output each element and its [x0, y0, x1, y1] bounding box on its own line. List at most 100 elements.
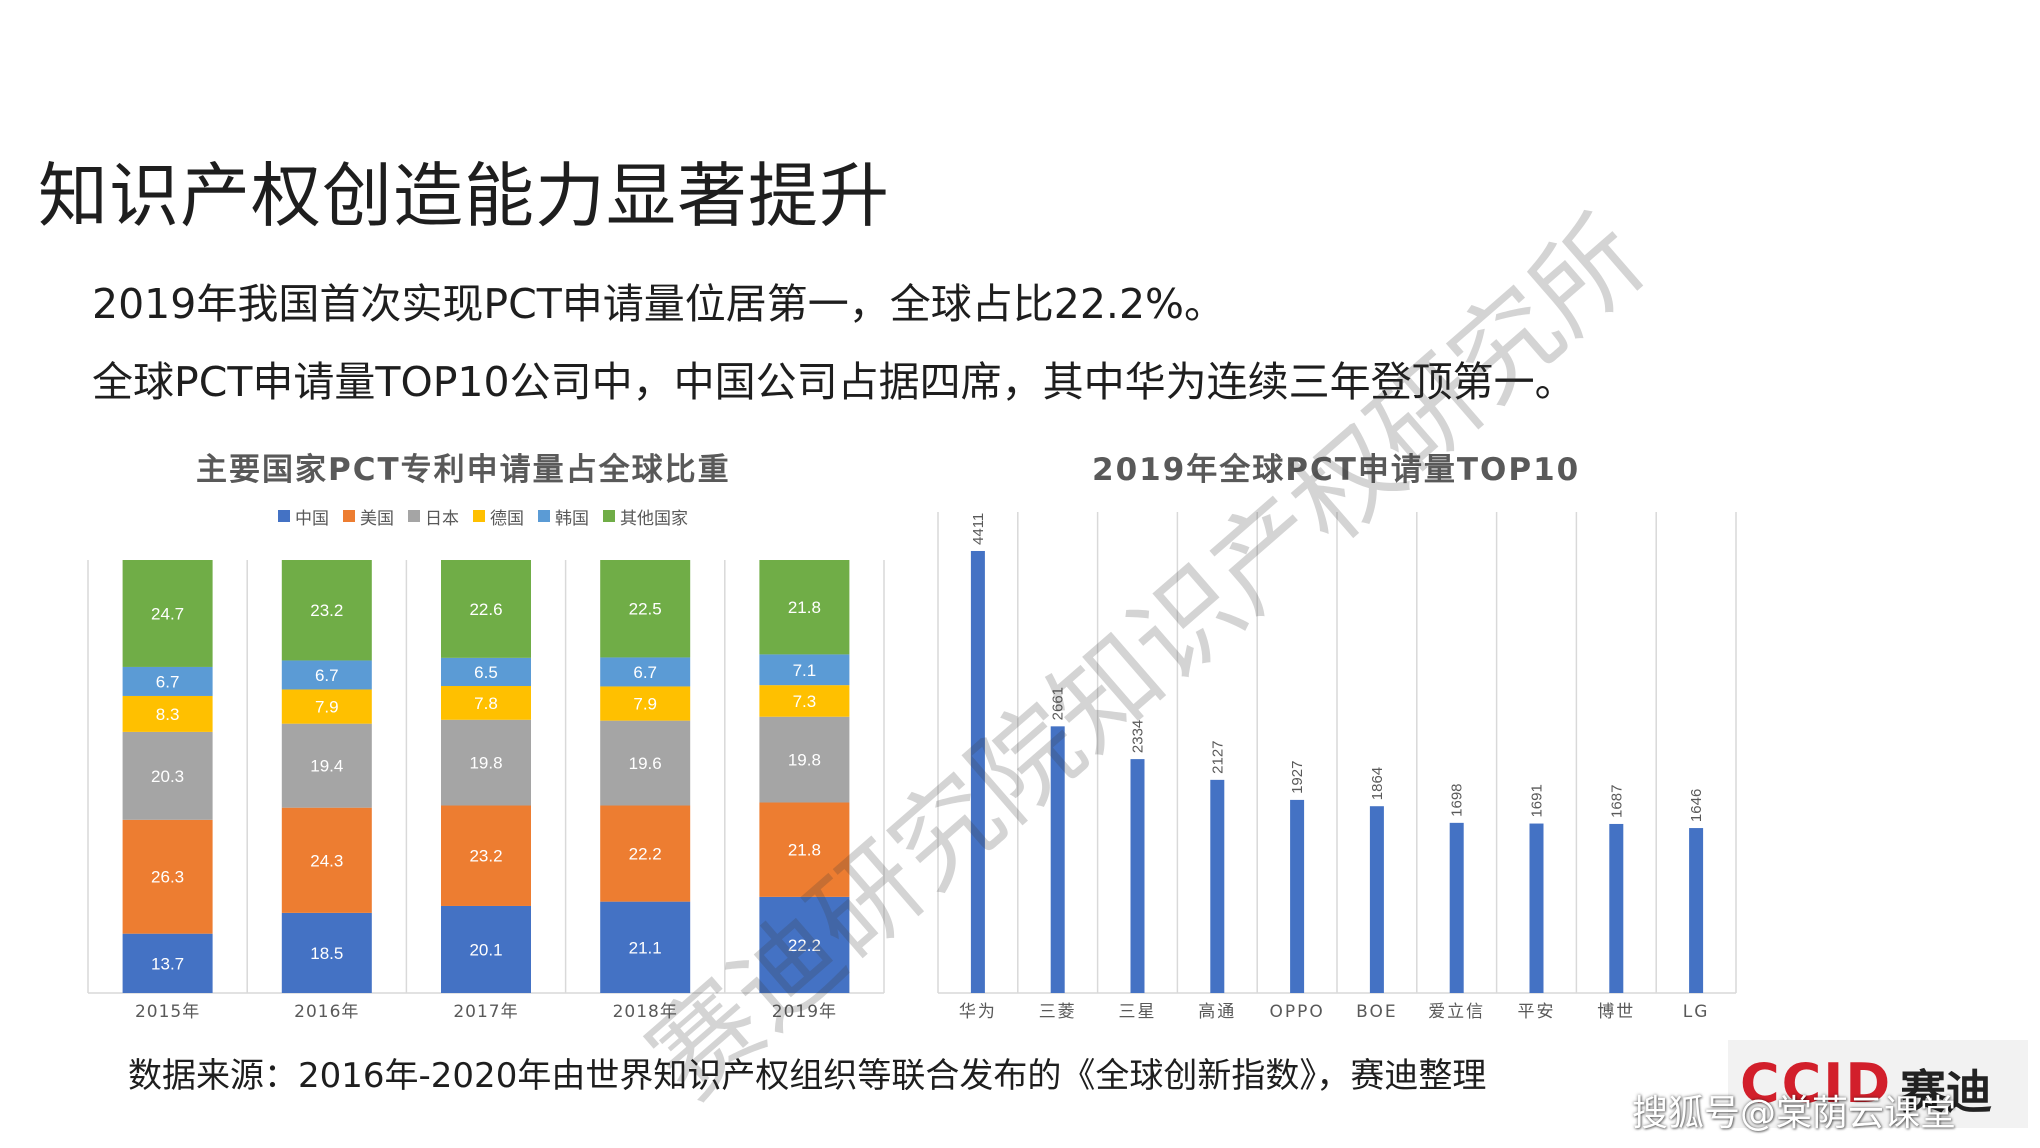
legend-item-others: 其他国家: [603, 504, 688, 529]
stacked-data-label: 8.3: [156, 705, 180, 724]
top10-x-tick-label: BOE: [1356, 1002, 1398, 1022]
legend-item-germany: 德国: [473, 504, 524, 529]
legend-label-china: 中国: [295, 508, 329, 529]
stacked-bar-segment: [441, 719, 531, 806]
stacked-data-label: 6.7: [156, 672, 180, 691]
stacked-data-label: 21.1: [629, 938, 662, 957]
top10-bar: [1210, 779, 1225, 993]
top10-bar: [1130, 759, 1145, 993]
stacked-data-label: 22.5: [629, 600, 662, 619]
legend-label-japan: 日本: [425, 508, 459, 529]
legend-swatch-usa: [343, 510, 355, 522]
stacked-data-label: 23.2: [469, 847, 502, 866]
stacked-data-label: 6.5: [474, 663, 498, 682]
stacked-data-label: 7.1: [793, 661, 817, 680]
top10-data-label: 1646: [1688, 789, 1705, 822]
legend-swatch-others: [603, 510, 615, 522]
top10-bar: [1449, 822, 1464, 993]
stacked-x-tick-label: 2016年: [294, 1002, 359, 1022]
stacked-bar-segment: [122, 933, 213, 993]
lead-line-2: 全球PCT申请量TOP10公司中，中国公司占据四席，其中华为连续三年登顶第一。: [92, 358, 1576, 406]
top10-x-tick-label: 博世: [1597, 1002, 1635, 1022]
legend-label-germany: 德国: [490, 508, 524, 529]
stacked-bar-segment: [281, 689, 372, 724]
top10-x-tick-label: 高通: [1198, 1002, 1236, 1022]
stacked-bar-segment: [759, 560, 850, 655]
stacked-bar-segment: [281, 660, 372, 690]
legend-swatch-japan: [408, 510, 420, 522]
stacked-bar-segment: [600, 657, 691, 687]
stacked-bar-segment: [759, 802, 850, 897]
top10-data-label: 1927: [1289, 761, 1306, 794]
data-source-note: 数据来源：2016年-2020年由世界知识产权组织等联合发布的《全球创新指数》，…: [128, 1056, 1487, 1096]
top10-bar: [1689, 828, 1704, 993]
stacked-bar-segment: [122, 560, 213, 667]
stacked-x-tick-label: 2018年: [613, 1002, 678, 1022]
stacked-bar-segment: [122, 731, 213, 820]
stacked-bar-segment: [441, 686, 531, 720]
stacked-data-label: 7.9: [633, 695, 657, 714]
top10-bar: [1050, 726, 1065, 993]
stacked-bar-segment: [281, 807, 372, 913]
stacked-data-label: 24.3: [310, 851, 343, 870]
top10-x-tick-label: OPPO: [1269, 1002, 1324, 1022]
stacked-bar-segment: [441, 805, 531, 906]
stacked-data-label: 6.7: [315, 666, 339, 685]
stacked-data-label: 20.3: [151, 767, 184, 786]
stacked-bar-segment: [122, 666, 213, 696]
top10-chart-title: 2019年全球PCT申请量TOP10: [1092, 452, 1581, 488]
stacked-bar-segment: [759, 654, 850, 686]
legend-label-korea: 韩国: [555, 508, 589, 529]
stacked-data-label: 19.8: [788, 751, 821, 770]
top10-bar: [1529, 823, 1544, 993]
stacked-bar-segment: [281, 912, 372, 993]
stacked-bar-segment: [600, 560, 691, 658]
stacked-bar-segment: [759, 685, 850, 717]
stacked-bar-segment: [122, 819, 213, 934]
stacked-data-label: 7.8: [474, 694, 498, 713]
top10-bar: [1369, 806, 1384, 993]
top10-data-label: 1864: [1369, 767, 1386, 800]
legend-item-japan: 日本: [408, 504, 459, 529]
legend-item-china: 中国: [278, 504, 329, 529]
stacked-bar-segment: [441, 560, 531, 658]
stacked-bar-segment: [281, 560, 372, 661]
top10-bar: [970, 550, 985, 993]
top10-x-tick-label: 爱立信: [1428, 1002, 1485, 1022]
stacked-x-tick-label: 2017年: [453, 1002, 518, 1022]
stacked-bar-segment: [122, 695, 213, 732]
legend-swatch-china: [278, 510, 290, 522]
legend-item-korea: 韩国: [538, 504, 589, 529]
stacked-data-label: 18.5: [310, 944, 343, 963]
stacked-data-label: 19.6: [629, 754, 662, 773]
logo-background: [1728, 1040, 2028, 1128]
stacked-bar-segment: [441, 905, 531, 993]
stacked-x-tick-label: 2015年: [135, 1002, 200, 1022]
stacked-data-label: 13.7: [151, 954, 184, 973]
stacked-data-label: 7.9: [315, 698, 339, 717]
stacked-chart-title: 主要国家PCT专利申请量占全球比重: [196, 452, 731, 488]
lead-line-1: 2019年我国首次实现PCT申请量位居第一，全球占比22.2%。: [92, 280, 1225, 328]
ccid-logo-cn: 赛迪: [1900, 1065, 1992, 1119]
ccid-logo-mark: CCID: [1740, 1052, 1893, 1115]
legend-item-usa: 美国: [343, 504, 394, 529]
stacked-x-tick-label: 2019年: [772, 1002, 837, 1022]
stacked-bar-segment: [441, 657, 531, 687]
stacked-data-label: 19.8: [469, 754, 502, 773]
stacked-data-label: 22.2: [788, 936, 821, 955]
stacked-data-label: 22.2: [629, 845, 662, 864]
top10-data-label: 1691: [1529, 784, 1546, 817]
top10-x-tick-label: 三星: [1119, 1002, 1157, 1022]
stacked-chart-legend: 中国 美国 日本 德国 韩国 其他国家: [278, 504, 688, 529]
stacked-data-label: 19.4: [310, 757, 343, 776]
stacked-bar-segment: [281, 723, 372, 808]
credit-watermark: 搜狐号@棠荫云课堂: [1632, 1093, 1957, 1134]
stacked-data-label: 7.3: [793, 692, 817, 711]
legend-swatch-korea: [538, 510, 550, 522]
top10-x-tick-label: 三菱: [1039, 1002, 1077, 1022]
top10-x-tick-label: LG: [1683, 1002, 1710, 1022]
top10-data-label: 2661: [1050, 687, 1067, 720]
top10-data-label: 1698: [1449, 783, 1466, 816]
top10-bar: [1290, 799, 1305, 993]
legend-swatch-germany: [473, 510, 485, 522]
